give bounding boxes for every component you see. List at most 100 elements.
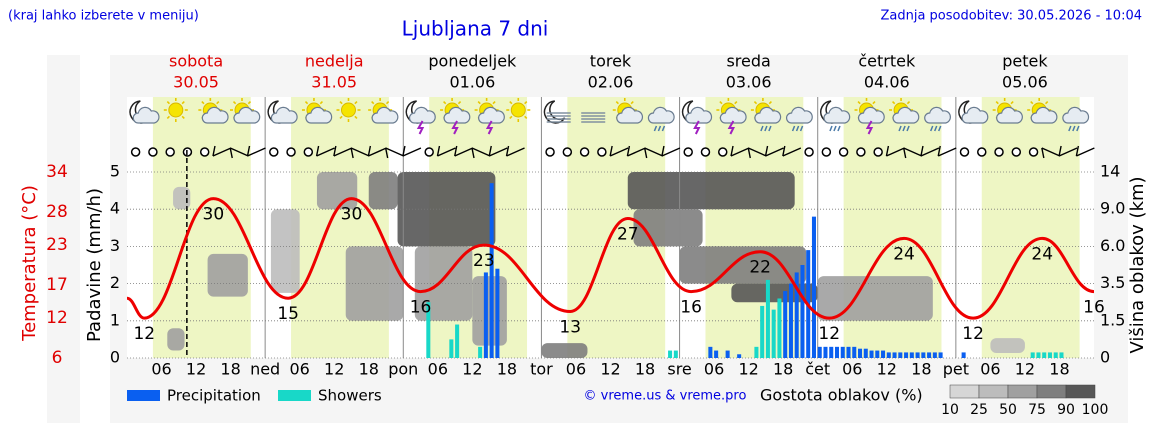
weather-icons — [129, 98, 1090, 135]
weather-icon — [368, 98, 399, 124]
day-date: 02.06 — [588, 73, 634, 92]
wind-barb-tick — [643, 147, 648, 159]
weather-icon — [506, 98, 531, 122]
wind-barb-tick — [903, 147, 907, 159]
weather-icon — [854, 98, 885, 135]
wind-barb — [627, 147, 646, 157]
wind-barb — [437, 147, 456, 157]
precip-bar — [725, 350, 730, 358]
x-tick-label: pon — [388, 360, 418, 379]
x-tick-label: tor — [530, 360, 553, 379]
precip-bar — [771, 309, 776, 358]
weather-icon — [336, 98, 361, 122]
sun-ray — [166, 100, 171, 105]
precip-bar — [800, 265, 805, 358]
precip-bar — [426, 302, 431, 358]
precip-bar — [737, 354, 742, 358]
wind-barb — [229, 147, 249, 157]
precip-bar — [1053, 352, 1058, 358]
sun-ray — [339, 100, 343, 105]
sun-ray — [719, 100, 723, 105]
sun-ray — [477, 100, 481, 105]
weather-icon — [992, 98, 1023, 124]
sun-ray — [492, 100, 496, 105]
precip-bar — [927, 352, 932, 358]
y2-tick-label: 6.0 — [1100, 236, 1125, 255]
cloud — [132, 106, 160, 124]
wind-barb-tick — [937, 145, 941, 157]
wind-calm — [545, 147, 555, 157]
legend-swatch — [278, 390, 311, 401]
x-tick-label: 12 — [186, 360, 206, 379]
temperature-label: 24 — [1031, 244, 1053, 264]
day-name: ponedeljek — [428, 52, 517, 71]
weather-icon — [681, 100, 713, 135]
x-tick-label: 12 — [324, 360, 344, 379]
sun-ray — [753, 100, 758, 105]
sun-ray — [354, 115, 358, 120]
sun-ray — [509, 115, 513, 120]
precip-bar — [754, 346, 759, 358]
rain — [1072, 125, 1076, 132]
temperature-label: 16 — [410, 298, 432, 318]
x-tick-label: 18 — [1049, 360, 1069, 379]
y-tick-label: 1 — [110, 310, 120, 329]
wind-barb-tick — [229, 147, 233, 159]
cloud — [233, 106, 261, 124]
weather-icon — [543, 100, 571, 124]
wind-barb-tick — [402, 145, 406, 157]
cloud-legend-box — [1036, 384, 1067, 399]
cloud-patch — [167, 328, 185, 351]
cloud-patch — [990, 338, 1025, 354]
x-tick-label: 18 — [497, 360, 517, 379]
precip-bar — [1059, 352, 1064, 358]
wind-barb — [920, 147, 940, 157]
cloud — [270, 106, 298, 124]
rain — [760, 125, 764, 132]
wind-barb — [385, 147, 404, 157]
temperature-label: 12 — [133, 324, 155, 344]
wind-barb — [661, 147, 681, 157]
sun-ray — [216, 100, 220, 105]
wind-barb-tick — [920, 145, 924, 157]
day-date: 04.06 — [864, 73, 910, 92]
weather-icon — [301, 98, 333, 124]
moon — [543, 100, 566, 124]
legend-label: Showers — [318, 387, 382, 405]
weather-icon — [163, 98, 188, 122]
sun-ray — [1010, 100, 1014, 105]
precip-bar — [489, 183, 494, 358]
y-tick-label: 2 — [110, 273, 120, 292]
precip-bar — [1030, 352, 1035, 358]
wind-calm — [717, 147, 728, 157]
wind-calm — [130, 147, 141, 157]
sun-ray — [734, 100, 738, 105]
cloud-patch — [173, 186, 191, 210]
precip-bar — [869, 350, 874, 358]
wind-calm — [683, 147, 693, 157]
wind-barb — [247, 147, 266, 157]
rain — [938, 125, 942, 132]
precip-bar — [863, 348, 868, 358]
sun-ray — [371, 100, 375, 105]
weather-icon — [229, 98, 261, 124]
legend-swatch — [127, 390, 160, 401]
temperature-label: 13 — [559, 318, 581, 338]
sun-ray — [768, 100, 772, 105]
day-name: četrtek — [858, 52, 916, 71]
daylight-band — [981, 97, 1080, 358]
wind-calm — [821, 147, 832, 157]
y-tick-label: 5 — [110, 162, 120, 181]
precip-bar — [892, 352, 897, 358]
cloud-legend-tick: 50 — [999, 402, 1017, 418]
temp-tick-label: 23 — [46, 235, 68, 255]
wind-barb-tick — [367, 145, 372, 157]
sun-ray — [339, 115, 343, 120]
sun-ray — [524, 100, 528, 105]
x-tick-label: 12 — [1015, 360, 1035, 379]
precip-bar — [794, 272, 799, 358]
temp-tick-label: 12 — [46, 308, 68, 328]
cloud-legend-title: Gostota oblakov (%) — [760, 386, 923, 405]
x-tick-label: 06 — [980, 360, 1000, 379]
temperature-label: 23 — [473, 251, 495, 271]
